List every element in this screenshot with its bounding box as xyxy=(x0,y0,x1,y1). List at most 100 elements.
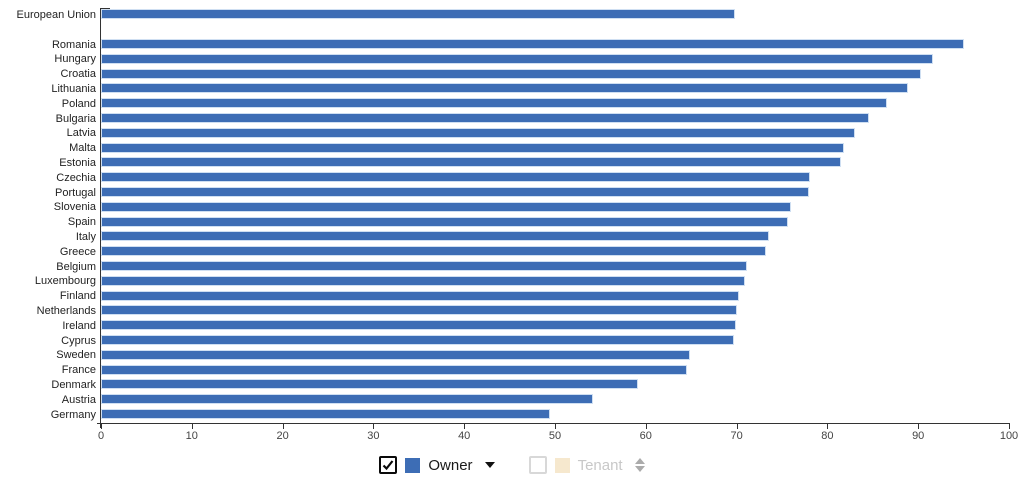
chart-row: Finland xyxy=(0,289,1008,304)
owner-bar[interactable] xyxy=(101,38,965,49)
tick-mark xyxy=(918,423,920,429)
owner-bar[interactable] xyxy=(101,320,736,331)
chart-row: Croatia xyxy=(0,67,1008,82)
chart-row: France xyxy=(0,363,1008,378)
owner-bar[interactable] xyxy=(101,201,792,212)
category-label: Sweden xyxy=(56,349,96,362)
owner-bar[interactable] xyxy=(101,127,855,138)
bar-track xyxy=(101,408,1008,421)
category-label: Denmark xyxy=(51,378,96,391)
x-tick-label: 90 xyxy=(912,430,925,442)
owner-bar[interactable] xyxy=(101,305,737,316)
category-label: France xyxy=(61,364,96,377)
tick-mark xyxy=(101,423,102,429)
chart-row: Malta xyxy=(0,141,1008,156)
chart-row: Czechia xyxy=(0,171,1008,186)
chart-row: Germany xyxy=(0,408,1008,423)
bar-track xyxy=(101,9,1008,21)
category-label: Romania xyxy=(51,38,96,51)
y-axis-line xyxy=(100,8,101,428)
category-label: Portugal xyxy=(55,186,96,199)
bar-rows: European Union Romania Hungary Croatia Lithu… xyxy=(0,8,1008,422)
owner-bar[interactable] xyxy=(101,172,811,183)
category-label: Latvia xyxy=(66,127,96,140)
chart-row: Bulgaria xyxy=(0,112,1008,127)
bar-track xyxy=(101,142,1008,155)
x-axis-line xyxy=(97,423,1009,424)
category-label: Netherlands xyxy=(36,304,96,317)
bar-track xyxy=(101,394,1008,406)
tick-mark xyxy=(282,423,284,429)
category-label: Malta xyxy=(69,142,96,155)
bar-track xyxy=(101,112,1008,125)
owner-bar[interactable] xyxy=(101,275,745,286)
owner-bar[interactable] xyxy=(101,157,842,168)
x-tick-label: 80 xyxy=(821,430,834,442)
owner-bar[interactable] xyxy=(101,231,769,242)
sort-up-down-icon[interactable] xyxy=(634,458,645,472)
bar-track xyxy=(101,334,1008,347)
category-label: Hungary xyxy=(54,53,96,66)
bar-track xyxy=(101,186,1008,199)
chart-row: Spain xyxy=(0,215,1008,230)
owner-bar[interactable] xyxy=(101,98,888,109)
tick-mark xyxy=(191,423,193,429)
checkmark-icon xyxy=(383,460,394,471)
chart-row: Sweden xyxy=(0,348,1008,363)
sort-up-icon xyxy=(634,458,645,464)
category-label: Cyprus xyxy=(61,334,96,347)
chart-row: Romania xyxy=(0,38,1008,53)
x-tick-label: 10 xyxy=(185,430,198,442)
chart-row: Estonia xyxy=(0,156,1008,171)
owner-bar[interactable] xyxy=(101,290,739,301)
owner-checkbox[interactable] xyxy=(379,456,398,474)
tick-mark xyxy=(464,423,466,429)
owner-bar[interactable] xyxy=(101,364,687,375)
bar-track xyxy=(101,172,1008,184)
sort-down-icon xyxy=(634,466,645,472)
owner-label: Owner xyxy=(428,456,473,474)
chart-row: Ireland xyxy=(0,319,1008,334)
owner-bar[interactable] xyxy=(101,83,909,94)
category-label: Lithuania xyxy=(51,82,96,95)
owner-bar[interactable] xyxy=(101,334,735,345)
owner-bar[interactable] xyxy=(101,408,550,419)
bar-track xyxy=(101,290,1008,303)
owner-bar[interactable] xyxy=(101,216,788,227)
bar-track xyxy=(101,157,1008,169)
owner-bar[interactable] xyxy=(101,394,593,405)
x-tick-label: 30 xyxy=(367,430,380,442)
bar-track xyxy=(101,68,1008,81)
owner-bar[interactable] xyxy=(101,53,933,64)
tick-mark xyxy=(736,423,738,429)
owner-swatch xyxy=(405,457,421,473)
chart-row: Denmark xyxy=(0,378,1008,393)
tick-mark xyxy=(1009,423,1010,429)
owner-bar[interactable] xyxy=(101,186,810,197)
owner-bar[interactable] xyxy=(101,349,690,360)
chart-row: Belgium xyxy=(0,260,1008,275)
chart-row: Slovenia xyxy=(0,200,1008,215)
category-label: Greece xyxy=(59,245,96,258)
bar-track xyxy=(101,53,1008,66)
owner-bar[interactable] xyxy=(101,260,747,271)
sort-descending-icon[interactable] xyxy=(484,462,495,468)
bar-track xyxy=(101,38,1008,51)
tenant-swatch xyxy=(554,457,570,473)
category-label: Austria xyxy=(61,393,96,406)
tenant-checkbox[interactable] xyxy=(528,456,547,474)
bar-track xyxy=(101,305,1008,317)
owner-bar[interactable] xyxy=(101,246,766,257)
owner-bar[interactable] xyxy=(101,112,870,123)
bar-track xyxy=(101,246,1008,258)
bar-track xyxy=(101,260,1008,273)
chart-row: Hungary xyxy=(0,52,1008,67)
owner-bar[interactable] xyxy=(101,9,735,20)
x-tick-label: 60 xyxy=(639,430,652,442)
x-tick-label: 40 xyxy=(458,430,471,442)
owner-bar[interactable] xyxy=(101,142,844,153)
legend-item-owner: Owner xyxy=(379,456,495,474)
owner-bar[interactable] xyxy=(101,68,921,79)
owner-bar[interactable] xyxy=(101,379,638,390)
